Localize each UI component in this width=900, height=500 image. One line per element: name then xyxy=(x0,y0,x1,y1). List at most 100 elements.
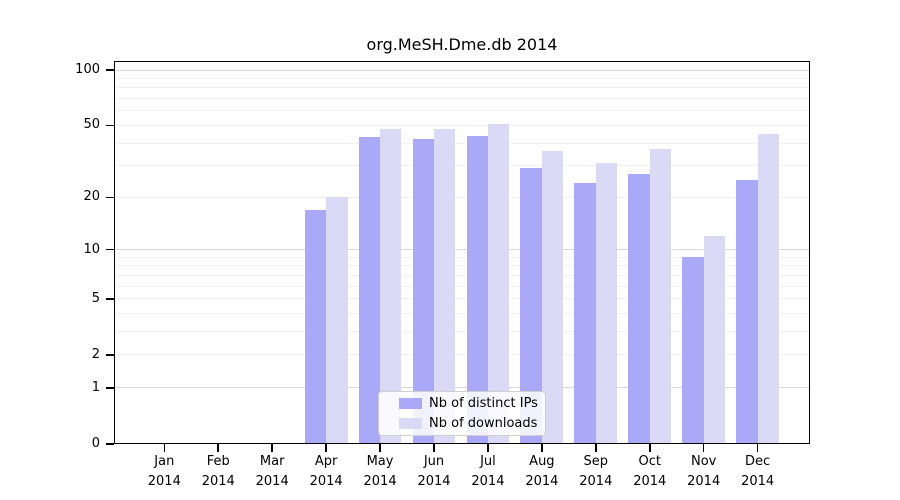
legend-swatch-distinct-ips xyxy=(399,398,422,409)
gridline-minor xyxy=(114,265,810,267)
x-axis-label-nov: Nov 2014 xyxy=(672,452,736,492)
gridline-minor xyxy=(114,196,810,198)
x-axis-label-year: 2014 xyxy=(309,474,343,489)
x-axis-label-jul: Jul 2014 xyxy=(456,452,520,492)
bar-downloads-jun xyxy=(434,128,456,444)
x-axis-label-may: May 2014 xyxy=(348,452,412,492)
bar-downloads-sep xyxy=(595,163,618,444)
gridline-minor xyxy=(114,285,810,287)
x-axis-tick xyxy=(649,444,651,452)
y-axis-tick xyxy=(106,248,114,251)
chart-title: org.MeSH.Dme.db 2014 xyxy=(366,35,558,54)
x-axis-tick xyxy=(217,444,219,452)
x-axis-label-month: Jan xyxy=(154,454,175,469)
x-axis-label-month: Jun xyxy=(423,454,445,469)
bar-downloads-nov xyxy=(703,236,726,444)
x-axis-tick xyxy=(325,444,327,452)
legend-label-downloads: Nb of downloads xyxy=(429,416,538,431)
gridline-minor xyxy=(114,354,810,356)
x-axis-tick xyxy=(379,444,381,452)
x-axis-label-year: 2014 xyxy=(201,474,235,489)
bar-distinct-ips-oct xyxy=(628,174,650,444)
gridline-minor xyxy=(114,77,810,79)
gridline-major xyxy=(114,249,810,251)
bar-distinct-ips-dec xyxy=(736,180,758,444)
gridline-minor xyxy=(114,274,810,276)
x-axis-label-apr: Apr 2014 xyxy=(294,452,358,492)
gridline-minor xyxy=(114,87,810,89)
bar-downloads-apr xyxy=(326,197,348,444)
y-axis-tick xyxy=(106,443,114,445)
gridline-minor xyxy=(114,124,810,126)
x-axis-label-month: Oct xyxy=(638,454,661,469)
bar-distinct-ips-jul xyxy=(466,135,488,444)
bar-downloads-jul xyxy=(487,123,510,444)
x-axis-label-oct: Oct 2014 xyxy=(618,452,682,492)
x-axis-label-mar: Mar 2014 xyxy=(240,452,304,492)
x-axis-label-jan: Jan 2014 xyxy=(132,452,196,492)
gridline-minor xyxy=(114,142,810,144)
x-axis-label-month: Feb xyxy=(206,454,230,469)
x-axis-tick xyxy=(487,444,489,452)
gridline-minor xyxy=(114,165,810,167)
gridline-major xyxy=(114,69,810,71)
gridline-minor xyxy=(114,298,810,300)
x-axis-label-year: 2014 xyxy=(147,474,181,489)
y-axis-label: 1 xyxy=(91,379,100,395)
y-axis-label: 50 xyxy=(83,117,100,133)
x-axis-label-month: Aug xyxy=(529,454,555,469)
x-axis-label-feb: Feb 2014 xyxy=(186,452,250,492)
x-axis-label-year: 2014 xyxy=(579,474,613,489)
gridline-major xyxy=(114,387,810,389)
y-axis-label: 100 xyxy=(75,62,100,77)
gridline-minor xyxy=(114,256,810,258)
y-axis-tick xyxy=(106,298,114,300)
x-axis-label-year: 2014 xyxy=(525,474,559,489)
y-axis-label: 2 xyxy=(91,346,100,362)
legend-item-distinct-ips: Nb of distinct IPs xyxy=(399,394,545,414)
x-axis-label-month: Jul xyxy=(480,454,496,469)
y-axis-tick xyxy=(106,387,114,389)
x-axis-label-sep: Sep 2014 xyxy=(564,452,628,492)
legend-item-downloads: Nb of downloads xyxy=(399,414,545,434)
gridline-minor xyxy=(114,98,810,100)
bar-distinct-ips-sep xyxy=(574,183,596,444)
x-axis-tick xyxy=(271,444,273,452)
legend-swatch-downloads xyxy=(399,418,422,429)
x-axis-tick xyxy=(163,444,166,452)
bar-distinct-ips-aug xyxy=(520,168,542,444)
x-axis-label-dec: Dec 2014 xyxy=(726,452,790,492)
x-axis-label-year: 2014 xyxy=(633,474,667,489)
gridline-minor xyxy=(114,313,810,315)
gridline-minor xyxy=(114,110,810,112)
bar-distinct-ips-nov xyxy=(682,257,704,444)
bar-distinct-ips-apr xyxy=(304,209,327,444)
bar-downloads-oct xyxy=(649,149,672,444)
y-axis-label: 5 xyxy=(91,290,100,306)
x-axis-label-month: Mar xyxy=(259,454,285,469)
gridline-minor xyxy=(114,331,810,333)
y-axis-tick xyxy=(106,354,114,356)
x-axis-label-month: Dec xyxy=(745,454,771,469)
y-axis-tick xyxy=(106,69,114,71)
x-axis-tick xyxy=(756,444,759,452)
x-axis-tick xyxy=(433,444,435,452)
bar-distinct-ips-jun xyxy=(412,139,434,444)
y-axis-label: 20 xyxy=(83,189,100,205)
x-axis-label-jun: Jun 2014 xyxy=(402,452,466,492)
x-axis-label-month: Nov xyxy=(691,454,717,469)
x-axis-label-month: Sep xyxy=(583,454,609,469)
x-axis-label-year: 2014 xyxy=(741,474,775,489)
bar-downloads-aug xyxy=(541,151,564,444)
x-axis-label-year: 2014 xyxy=(417,474,451,489)
y-axis-label: 0 xyxy=(91,436,100,451)
x-axis-label-year: 2014 xyxy=(363,474,397,489)
x-axis-tick xyxy=(541,444,543,452)
x-axis-label-month: Apr xyxy=(314,454,338,469)
x-axis-label-aug: Aug 2014 xyxy=(510,452,574,492)
x-axis-label-year: 2014 xyxy=(255,474,289,489)
bar-downloads-may xyxy=(380,128,402,444)
bar-downloads-dec xyxy=(757,133,780,444)
y-axis-label: 10 xyxy=(83,241,100,257)
